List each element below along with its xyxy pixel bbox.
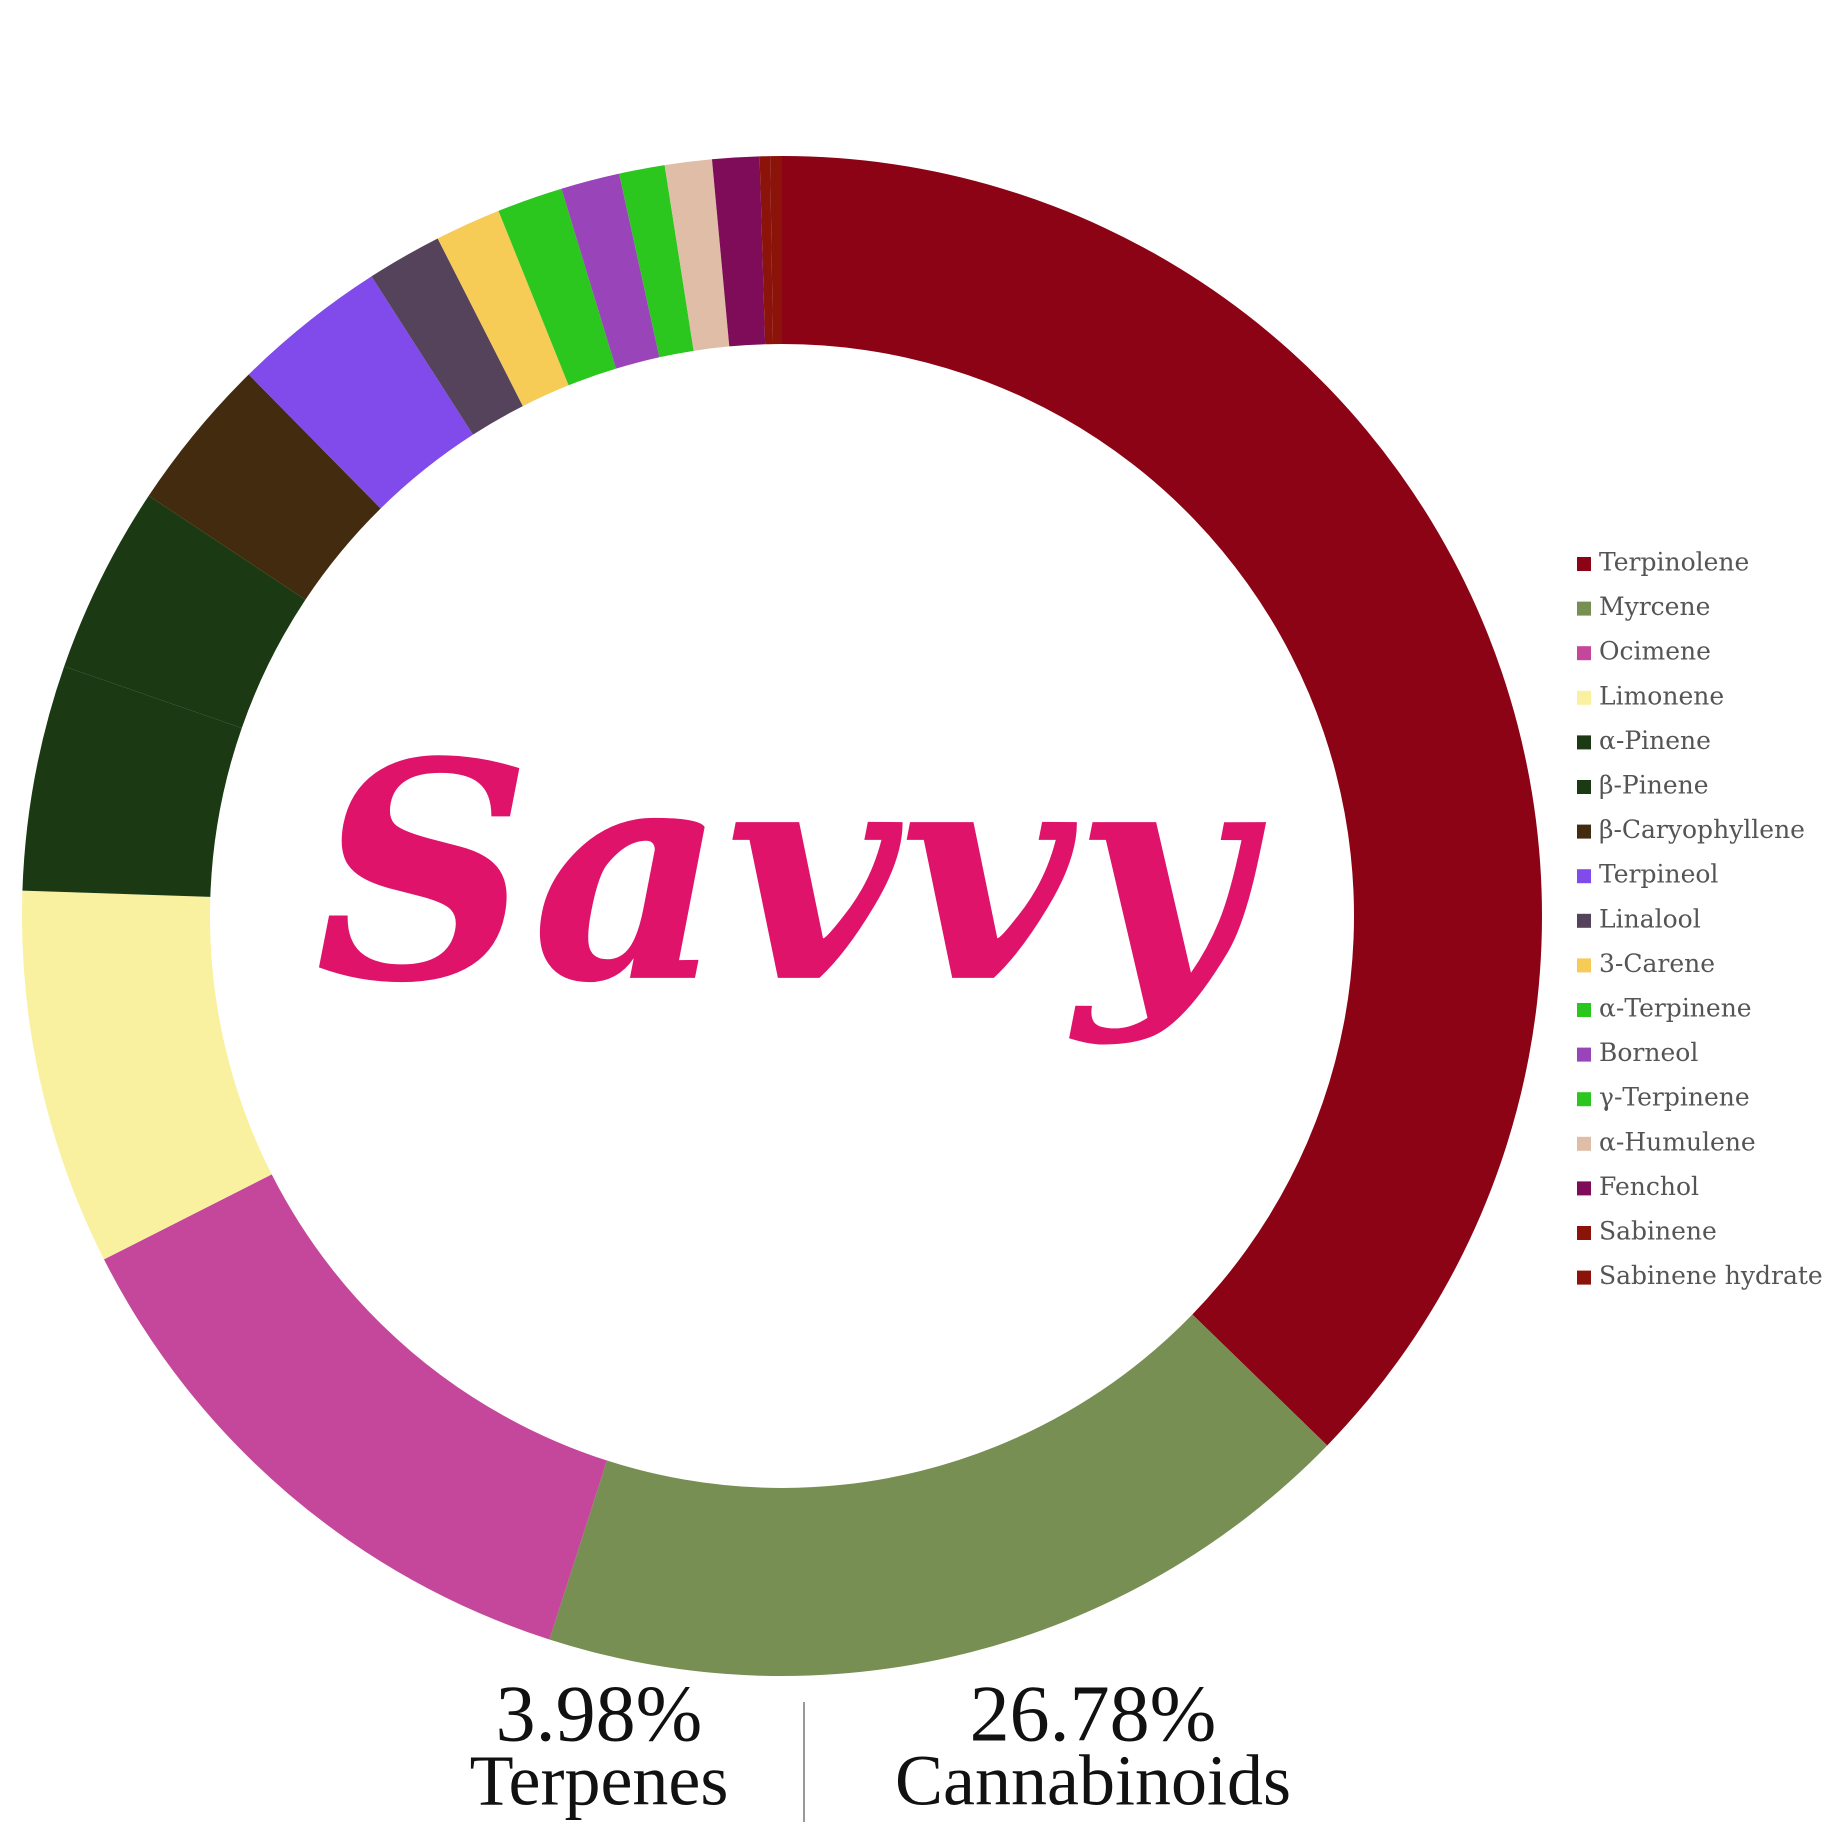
donut-slice xyxy=(248,276,474,509)
legend-swatch xyxy=(1577,1047,1591,1062)
legend-swatch xyxy=(1577,735,1591,750)
donut-slice xyxy=(148,374,381,600)
legend-label: Limonene xyxy=(1599,681,1724,710)
legend-label: γ-Terpinene xyxy=(1599,1083,1750,1112)
donut-slice xyxy=(759,156,774,345)
legend-swatch xyxy=(1577,1226,1591,1240)
donut-slice xyxy=(22,666,242,897)
donut-slice xyxy=(711,156,766,347)
legend-label: Myrcene xyxy=(1599,592,1710,621)
donut-slice xyxy=(437,210,569,407)
legend-label: Terpinolene xyxy=(1599,548,1749,577)
legend-swatch xyxy=(1577,646,1591,661)
donut-slice xyxy=(498,188,617,386)
donut-slice xyxy=(664,159,730,351)
cannabinoid-total: 26.78% xyxy=(970,1670,1217,1758)
legend-label: Terpineol xyxy=(1599,860,1718,889)
legend-swatch xyxy=(1577,1270,1591,1285)
donut-slice xyxy=(103,1174,607,1640)
legend-swatch xyxy=(1577,958,1591,973)
donut-slice xyxy=(371,238,523,435)
donut-slice xyxy=(22,890,272,1260)
logo: Savvy xyxy=(315,696,1267,1049)
donut-slice xyxy=(64,495,306,729)
legend-label: α-Humulene xyxy=(1599,1127,1756,1156)
legend-swatch xyxy=(1577,601,1591,616)
donut xyxy=(22,156,1543,1676)
donut-slice xyxy=(561,173,660,369)
legend-label: Borneol xyxy=(1599,1038,1698,1067)
donut-slice xyxy=(619,165,694,358)
legend-label: α-Pinene xyxy=(1599,726,1711,755)
legend-label: β-Caryophyllene xyxy=(1599,815,1805,844)
cannabinoid-label: Cannabinoids xyxy=(895,1741,1291,1821)
legend-swatch xyxy=(1577,824,1591,839)
legend-label: Ocimene xyxy=(1599,637,1711,666)
legend-swatch xyxy=(1577,869,1591,884)
legend-swatch xyxy=(1577,1092,1591,1107)
legend-swatch xyxy=(1577,1136,1591,1151)
legend-label: 3-Carene xyxy=(1599,949,1715,978)
legend-swatch xyxy=(1577,1181,1591,1196)
legend-swatch xyxy=(1577,913,1591,928)
legend-label: Sabinene xyxy=(1599,1217,1717,1246)
legend-label: α-Terpinene xyxy=(1599,994,1752,1023)
donut-slice xyxy=(549,1314,1328,1676)
legend-swatch xyxy=(1577,1003,1591,1017)
legend-swatch xyxy=(1577,780,1591,794)
legend-label: β-Pinene xyxy=(1599,771,1709,800)
legend-label: Linalool xyxy=(1599,904,1701,933)
donut-slice xyxy=(782,156,1543,1446)
donut-slice xyxy=(770,156,782,345)
terpene-total: 3.98% xyxy=(496,1670,703,1758)
legend-label: Fenchol xyxy=(1599,1172,1699,1201)
terpene-label: Terpenes xyxy=(470,1741,729,1821)
legend-swatch xyxy=(1577,690,1591,705)
legend-swatch xyxy=(1577,557,1591,571)
legend-label: Sabinene hydrate xyxy=(1599,1261,1823,1290)
